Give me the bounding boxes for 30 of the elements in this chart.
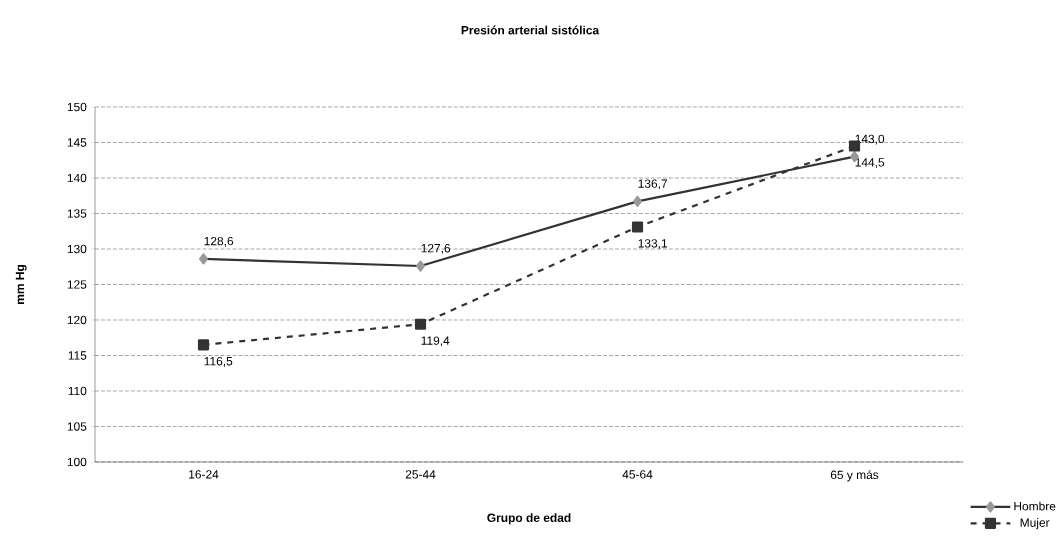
y-tick-label: 125: [67, 280, 87, 289]
y-tick-label: 140: [67, 173, 87, 183]
x-tick-label: 65 y más: [830, 470, 879, 482]
y-tick-label: 135: [67, 209, 87, 218]
point: [197, 339, 210, 351]
point: [631, 221, 644, 233]
x-tick-label: 16-24: [189, 470, 219, 479]
y-tick-label: 150: [67, 102, 87, 112]
x-axis-title: Grupo de edad: [487, 513, 571, 525]
legend-label: Hombre: [1014, 501, 1056, 511]
y-tick-label: 100: [67, 457, 87, 467]
x-tick-label: 25-44: [405, 470, 436, 479]
data-label: 136,7: [638, 179, 668, 190]
y-tick-label: 105: [67, 422, 87, 431]
data-label: 119,4: [421, 336, 450, 347]
data-label: 144,5: [855, 158, 885, 168]
chart-title: Presión arterial sistólica: [461, 25, 600, 35]
data-label: 116,5: [204, 356, 233, 367]
y-tick-label: 145: [67, 138, 87, 147]
x-tick-label: 45-64: [622, 470, 653, 479]
point: [414, 318, 427, 330]
y-axis-title: mm Hg: [15, 265, 27, 304]
legend-label: Mujer: [1020, 518, 1050, 530]
data-label: 133,1: [638, 239, 668, 250]
y-tick-label: 130: [67, 244, 87, 254]
y-tick-label: 120: [67, 315, 87, 325]
y-tick-label: 115: [68, 351, 87, 360]
y-tick-label: 110: [68, 386, 87, 396]
data-label: 128,6: [204, 236, 234, 247]
data-label: 127,6: [421, 244, 451, 254]
